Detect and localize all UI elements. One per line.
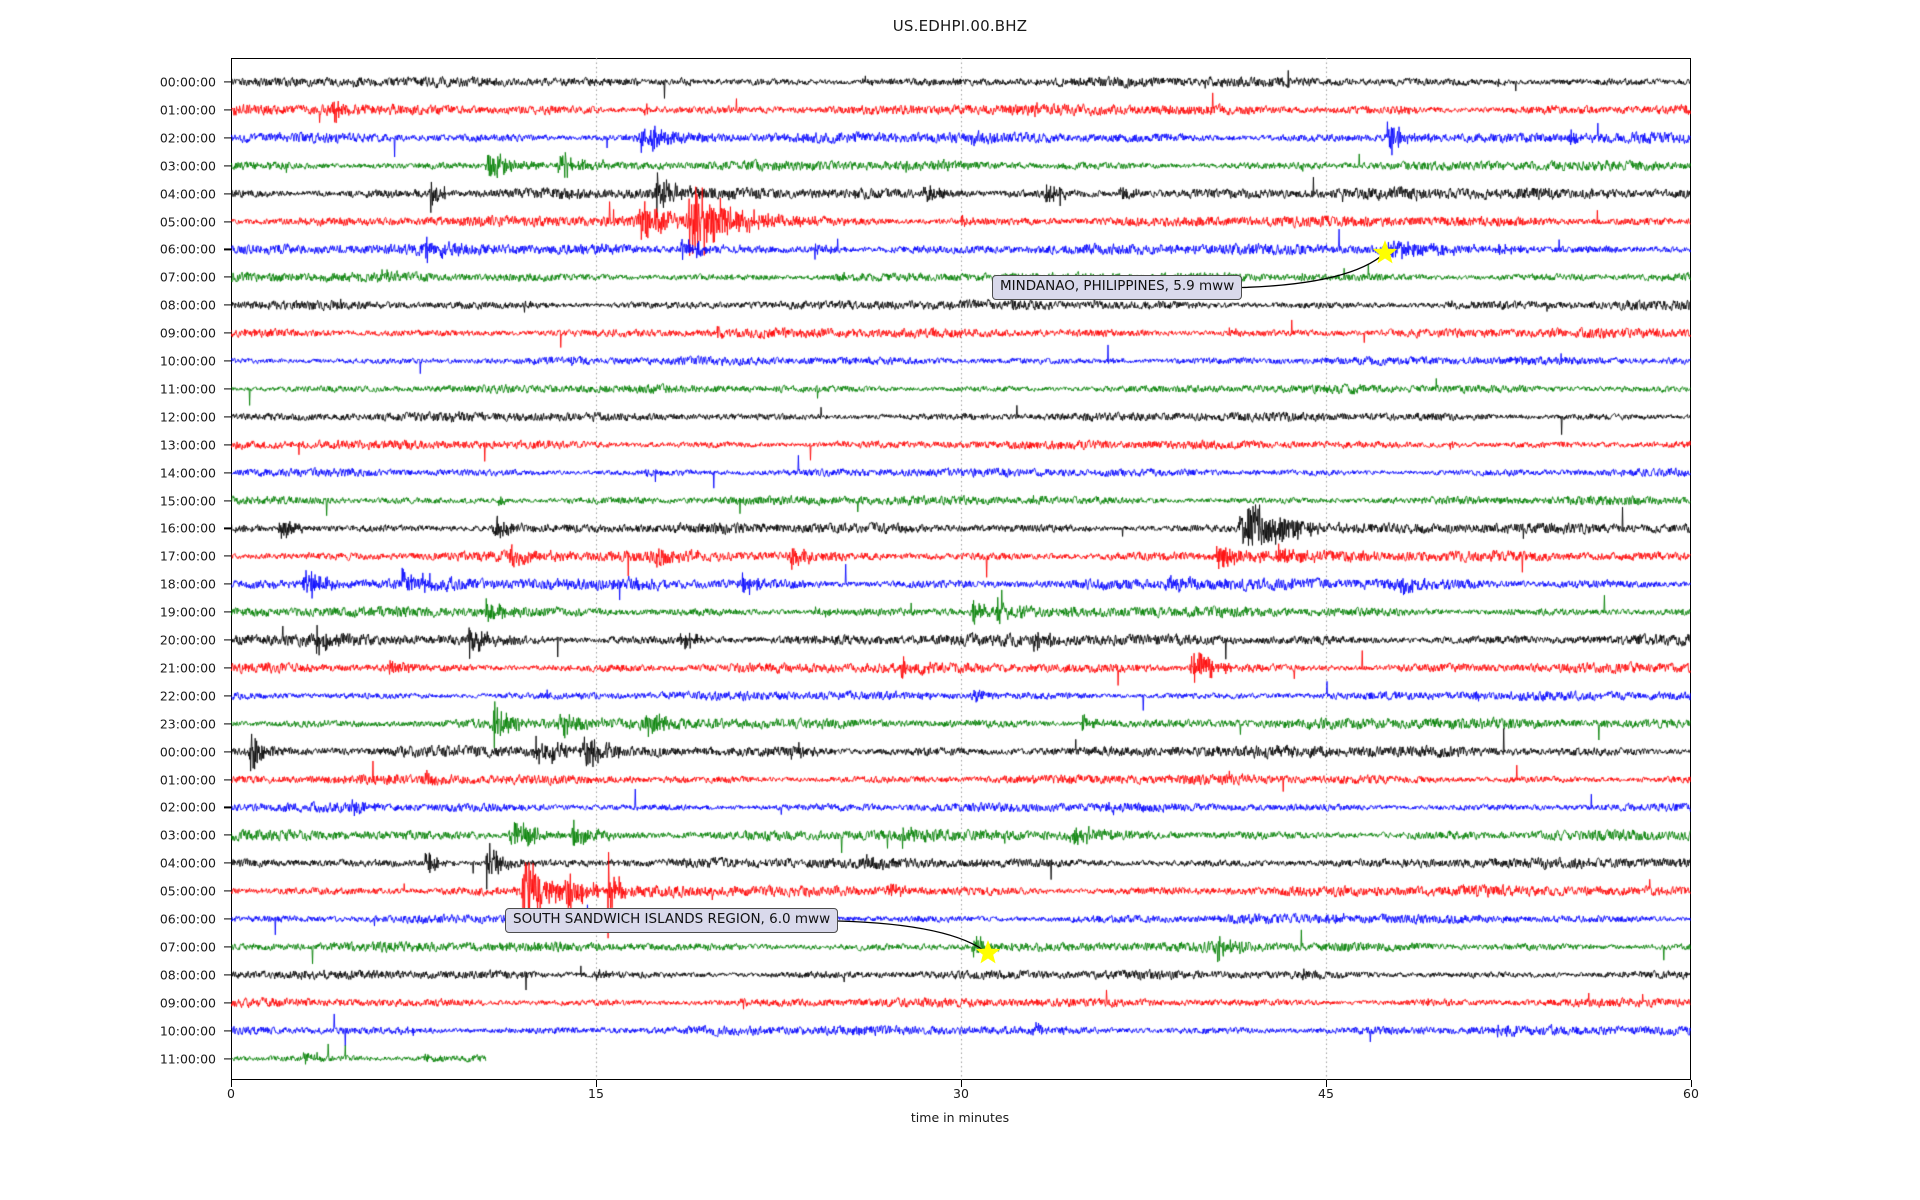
y-tick-label: 21:00:00 <box>159 660 216 676</box>
y-tick-label: 16:00:00 <box>159 520 216 536</box>
x-tick-label: 60 <box>1683 1086 1699 1101</box>
y-tick-label: 07:00:00 <box>159 939 216 955</box>
y-tick-mark <box>224 332 232 334</box>
x-tick-mark <box>1326 1080 1328 1087</box>
y-tick-mark <box>224 499 232 502</box>
x-tick-label: 45 <box>1318 1086 1334 1101</box>
y-tick-mark <box>224 1057 232 1060</box>
y-tick-label: 11:00:00 <box>159 1051 216 1066</box>
x-axis-label: time in minutes <box>910 1110 1010 1125</box>
y-tick-mark <box>224 1002 232 1004</box>
y-tick-label: 02:00:00 <box>159 130 216 146</box>
y-tick-label: 12:00:00 <box>159 409 216 425</box>
y-tick-mark <box>224 946 232 948</box>
y-tick-mark <box>224 388 232 390</box>
y-tick-label: 14:00:00 <box>159 465 216 481</box>
y-tick-mark <box>224 806 232 808</box>
x-tick-mark <box>596 1080 598 1087</box>
y-tick-label: 01:00:00 <box>159 772 216 787</box>
y-tick-mark <box>224 416 232 418</box>
y-tick-mark <box>224 276 232 278</box>
page-title: US.EDHPI.00.BHZ <box>892 17 1028 35</box>
y-tick-label: 09:00:00 <box>159 995 216 1011</box>
x-tick-mark <box>1691 1080 1693 1087</box>
y-tick-label: 18:00:00 <box>159 576 216 592</box>
event-annotation-label[interactable]: MINDANAO, PHILIPPINES, 5.9 mww <box>992 275 1243 300</box>
y-tick-label: 07:00:00 <box>159 269 216 285</box>
y-tick-label: 08:00:00 <box>159 297 216 313</box>
y-tick-label: 15:00:00 <box>159 493 216 508</box>
y-tick-label: 08:00:00 <box>159 967 216 983</box>
event-annotation-label[interactable]: SOUTH SANDWICH ISLANDS REGION, 6.0 mww <box>505 908 839 933</box>
y-tick-mark <box>224 360 232 362</box>
y-tick-mark <box>224 918 232 920</box>
y-tick-mark <box>224 220 232 223</box>
y-tick-label: 20:00:00 <box>159 632 216 648</box>
y-tick-label: 10:00:00 <box>159 1023 216 1039</box>
y-tick-label: 06:00:00 <box>159 241 216 257</box>
y-tick-mark <box>224 472 232 474</box>
y-tick-mark <box>224 248 232 250</box>
y-tick-mark <box>224 165 232 167</box>
y-tick-label: 13:00:00 <box>159 437 216 453</box>
x-tick-mark <box>961 1080 963 1087</box>
y-tick-mark <box>224 974 232 976</box>
y-tick-mark <box>224 1030 232 1032</box>
y-tick-label: 11:00:00 <box>159 381 216 397</box>
y-tick-mark <box>224 109 232 111</box>
y-tick-label: 00:00:00 <box>159 74 216 90</box>
y-tick-mark <box>224 583 232 585</box>
y-tick-label: 03:00:00 <box>159 827 216 843</box>
y-tick-label: 19:00:00 <box>159 604 216 620</box>
y-tick-label: 22:00:00 <box>159 688 216 704</box>
y-tick-label: 03:00:00 <box>159 158 216 174</box>
y-tick-label: 10:00:00 <box>159 353 216 369</box>
y-tick-mark <box>224 695 232 697</box>
y-tick-label: 05:00:00 <box>159 883 216 899</box>
y-tick-mark <box>224 81 232 83</box>
y-tick-label: 09:00:00 <box>159 325 216 341</box>
y-tick-mark <box>224 304 232 306</box>
y-tick-mark <box>224 890 232 892</box>
x-tick-label: 15 <box>588 1086 604 1101</box>
y-tick-mark <box>224 611 232 613</box>
y-tick-mark <box>224 751 232 753</box>
y-tick-mark <box>224 778 232 781</box>
y-tick-label: 00:00:00 <box>159 744 216 760</box>
x-tick-label: 0 <box>227 1086 235 1101</box>
x-tick-label: 30 <box>953 1086 969 1101</box>
y-tick-label: 04:00:00 <box>159 855 216 871</box>
y-tick-label: 05:00:00 <box>159 214 216 229</box>
y-tick-mark <box>224 527 232 529</box>
x-tick-mark <box>231 1080 233 1087</box>
y-tick-mark <box>224 137 232 139</box>
seismogram-traces-canvas <box>231 58 1691 1080</box>
y-tick-label: 04:00:00 <box>159 186 216 202</box>
y-tick-mark <box>224 834 232 836</box>
y-tick-mark <box>224 193 232 195</box>
y-tick-mark <box>224 723 232 725</box>
y-tick-mark <box>224 555 232 557</box>
y-tick-label: 17:00:00 <box>159 548 216 564</box>
y-tick-mark <box>224 667 232 669</box>
y-tick-label: 02:00:00 <box>159 799 216 815</box>
y-tick-mark <box>224 639 232 641</box>
y-tick-label: 01:00:00 <box>159 102 216 118</box>
y-tick-label: 23:00:00 <box>159 716 216 732</box>
y-tick-mark <box>224 444 232 446</box>
y-tick-mark <box>224 862 232 864</box>
y-tick-label: 06:00:00 <box>159 911 216 927</box>
